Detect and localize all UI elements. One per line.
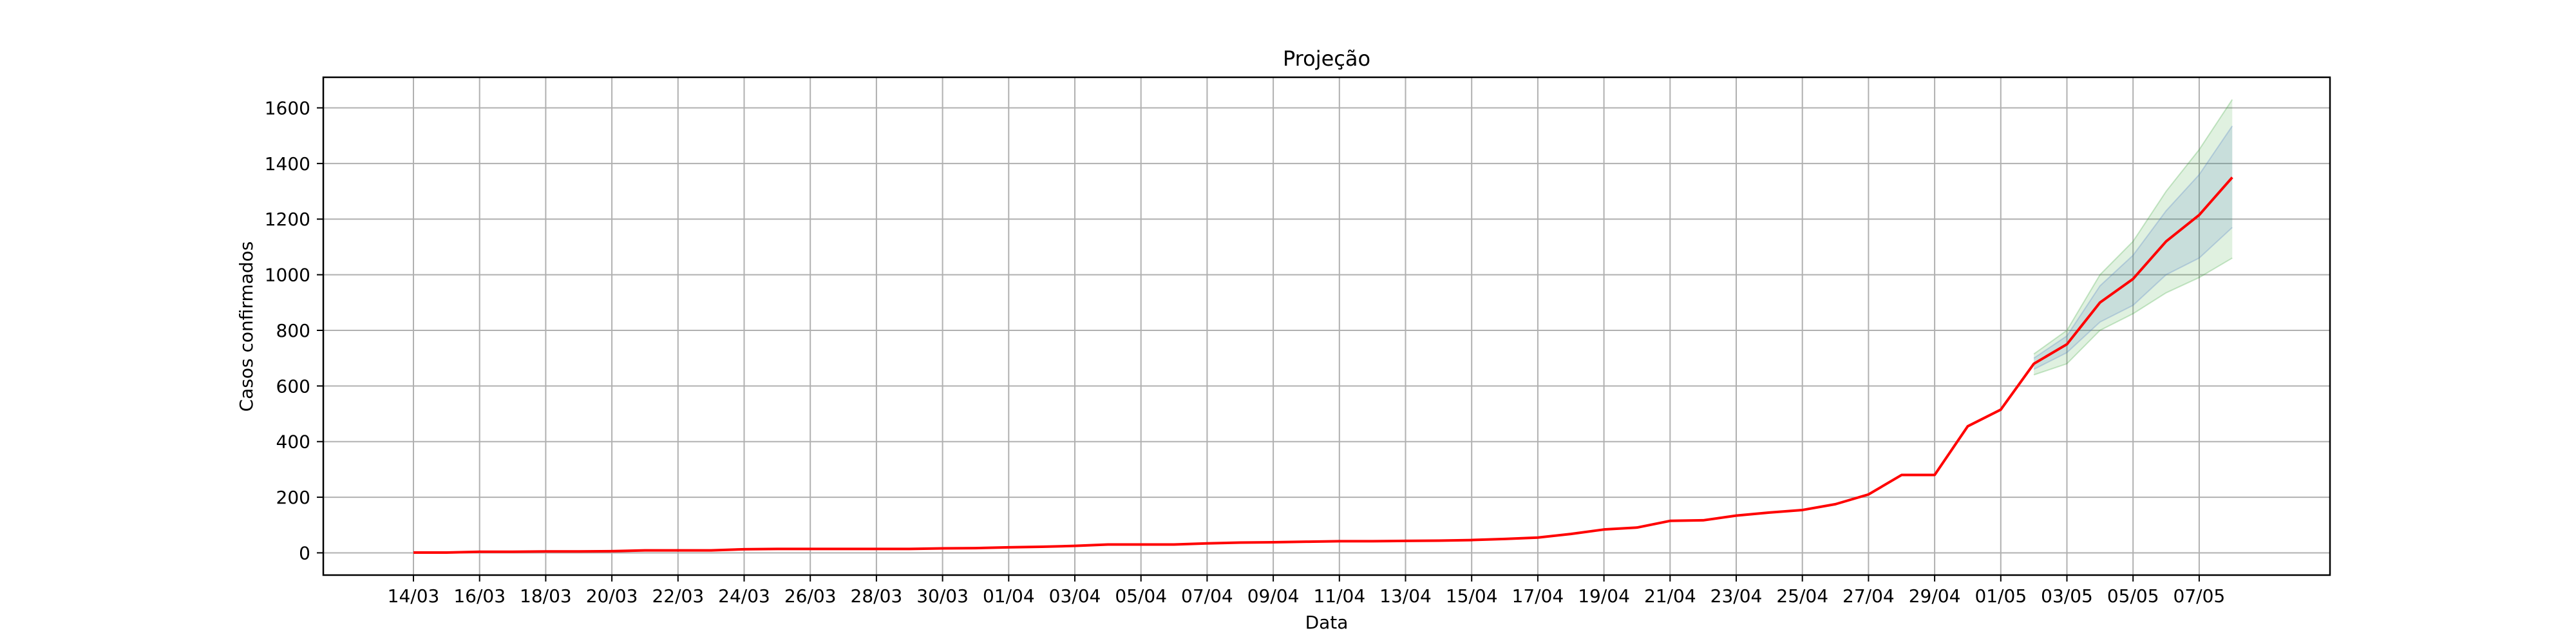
confidence-bands — [2033, 99, 2233, 376]
confidence-band-upper-edge — [2033, 99, 2233, 355]
x-tick-label: 29/04 — [1909, 585, 1961, 607]
y-tick-label: 200 — [276, 487, 310, 508]
x-tick-label: 28/03 — [851, 585, 903, 607]
x-tick-label: 21/04 — [1644, 585, 1696, 607]
chart-title: Projeção — [1283, 46, 1370, 71]
x-tick-label: 19/04 — [1578, 585, 1630, 607]
x-tick-label: 15/04 — [1446, 585, 1498, 607]
confidence-band-fill — [2034, 99, 2233, 375]
x-tick-label: 07/04 — [1181, 585, 1233, 607]
confirmed-cases-line — [413, 176, 2233, 554]
x-tick-label: 27/04 — [1842, 585, 1895, 607]
x-tick-label: 18/03 — [520, 585, 572, 607]
y-tick-label: 1200 — [265, 209, 310, 230]
x-tick-label: 20/03 — [586, 585, 638, 607]
x-tick-label: 09/04 — [1247, 585, 1300, 607]
axis-ticks: 14/03 16/03 18/03 20/03 22/03 24/03 26/03 28/03… — [265, 98, 2226, 607]
x-axis-label: Data — [1305, 612, 1349, 633]
x-tick-label: 05/05 — [2107, 585, 2159, 607]
x-tick-label: 03/05 — [2041, 585, 2093, 607]
x-tick-label: 01/04 — [983, 585, 1035, 607]
y-tick-label: 0 — [299, 542, 310, 564]
grid — [323, 77, 2330, 575]
y-tick-label: 400 — [276, 431, 310, 453]
x-tick-label: 25/04 — [1776, 585, 1828, 607]
x-tick-label: 26/03 — [784, 585, 837, 607]
x-tick-label: 14/03 — [388, 585, 440, 607]
x-tick-label: 01/05 — [1975, 585, 2027, 607]
x-tick-label: 03/04 — [1049, 585, 1101, 607]
y-tick-label: 800 — [276, 320, 310, 341]
y-tick-label: 1000 — [265, 265, 310, 286]
x-tick-label: 22/03 — [652, 585, 704, 607]
x-tick-label: 30/03 — [916, 585, 969, 607]
x-tick-label: 05/04 — [1115, 585, 1167, 607]
x-tick-label: 07/05 — [2174, 585, 2226, 607]
y-tick-label: 600 — [276, 375, 310, 397]
x-tick-label: 23/04 — [1710, 585, 1763, 607]
y-tick-label: 1600 — [265, 98, 310, 119]
y-tick-label: 1400 — [265, 153, 310, 175]
y-axis-label: Casos confirmados — [236, 242, 257, 412]
confidence-band-lower-edge — [2033, 257, 2233, 376]
plot-area-frame — [322, 76, 2331, 576]
x-tick-label: 17/04 — [1512, 585, 1564, 607]
x-tick-label: 11/04 — [1313, 585, 1365, 607]
x-tick-label: 16/03 — [453, 585, 506, 607]
series-lines — [413, 176, 2233, 554]
x-tick-label: 24/03 — [718, 585, 770, 607]
x-tick-label: 13/04 — [1379, 585, 1432, 607]
confidence-band-lower-edge — [2033, 227, 2233, 370]
confidence-band-fill — [2034, 126, 2233, 370]
confidence-band-upper-edge — [2033, 126, 2233, 359]
